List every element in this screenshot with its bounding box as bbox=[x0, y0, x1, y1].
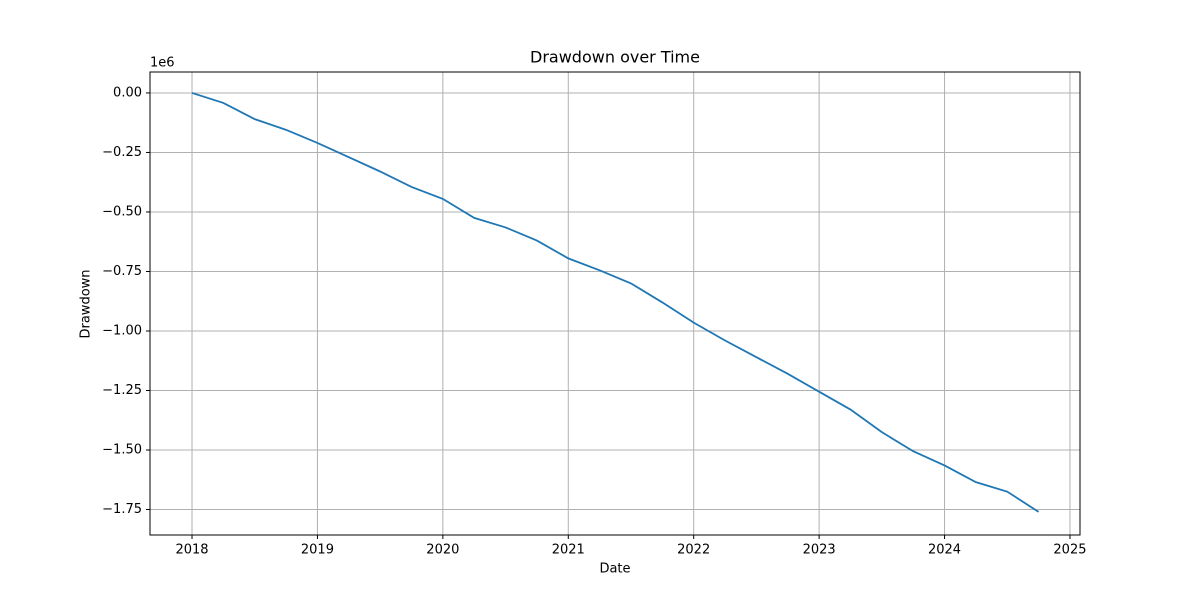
grid-layer bbox=[150, 72, 1080, 535]
y-tick-label: −1.25 bbox=[102, 383, 142, 398]
x-tick-label: 2020 bbox=[426, 543, 459, 558]
y-tick-label: −0.75 bbox=[102, 264, 142, 279]
x-tick-label: 2025 bbox=[1053, 543, 1086, 558]
y-tick-label: −1.75 bbox=[102, 502, 142, 517]
y-axis-label: Drawdown bbox=[79, 269, 94, 338]
x-tick-label: 2021 bbox=[552, 543, 585, 558]
y-tick-label: −0.25 bbox=[102, 145, 142, 160]
y-tick-label: −1.00 bbox=[102, 323, 142, 338]
x-tick-label: 2019 bbox=[301, 543, 334, 558]
x-tick-label: 2022 bbox=[677, 543, 710, 558]
x-tick-label: 2024 bbox=[928, 543, 961, 558]
y-tick-label: −1.50 bbox=[102, 443, 142, 458]
x-tick-label: 2023 bbox=[803, 543, 836, 558]
y-offset-label: 1e6 bbox=[150, 56, 175, 71]
y-tick-label: −0.50 bbox=[102, 204, 142, 219]
x-tick-label: 2018 bbox=[175, 543, 208, 558]
plot-frame bbox=[149, 71, 1081, 536]
data-line bbox=[191, 92, 1040, 513]
chart-title: Drawdown over Time bbox=[530, 48, 700, 67]
x-axis-label: Date bbox=[599, 562, 630, 577]
y-tick-label: 0.00 bbox=[113, 85, 142, 100]
